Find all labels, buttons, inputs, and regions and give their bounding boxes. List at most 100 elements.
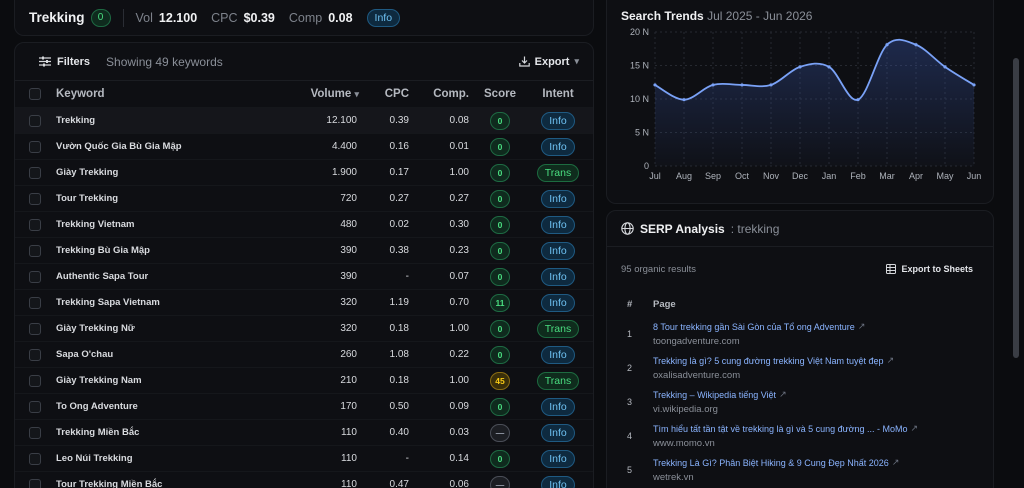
cell-keyword[interactable]: Tour Trekking: [56, 193, 119, 204]
score-badge: 0: [490, 189, 510, 208]
y-tick-label: 15 N: [630, 61, 649, 71]
row-checkbox[interactable]: [29, 140, 41, 153]
serp-result-row: 4 Tìm hiểu tất tần tật về trekking là gì …: [607, 419, 993, 453]
serp-result-link[interactable]: Trekking Là Gì? Phân Biệt Hiking & 9 Cun…: [653, 457, 993, 468]
cell-keyword[interactable]: Tour Trekking Miền Bắc: [56, 479, 163, 488]
row-checkbox[interactable]: [29, 218, 41, 231]
row-checkbox[interactable]: [29, 270, 41, 283]
col-volume-label: Volume: [310, 88, 352, 100]
cell-keyword[interactable]: Giày Trekking Nam: [56, 375, 142, 386]
row-checkbox[interactable]: [29, 426, 41, 439]
cell-volume: 170: [340, 401, 357, 412]
table-row[interactable]: Authentic Sapa Tour 390 - 0.07 0 Info: [15, 263, 593, 289]
serp-result-domain: oxalisadventure.com: [653, 370, 741, 381]
cell-keyword[interactable]: Trekking Vietnam: [56, 219, 135, 230]
table-row[interactable]: Trekking Sapa Vietnam 320 1.19 0.70 11 Info: [15, 289, 593, 315]
col-keyword-header[interactable]: Keyword: [56, 88, 105, 100]
table-row[interactable]: Trekking Bù Gia Mập 390 0.38 0.23 0 Info: [15, 237, 593, 263]
intent-badge: Info: [541, 215, 575, 234]
col-score-header[interactable]: Score: [484, 88, 516, 100]
row-checkbox[interactable]: [29, 374, 41, 387]
score-badge: 0: [490, 137, 510, 156]
cell-cpc: 1.19: [389, 297, 409, 308]
table-row[interactable]: Tour Trekking 720 0.27 0.27 0 Info: [15, 185, 593, 211]
y-tick-label: 10 N: [630, 94, 649, 104]
cell-keyword[interactable]: Trekking Miền Bắc: [56, 427, 140, 438]
table-row[interactable]: To Ong Adventure 170 0.50 0.09 0 Info: [15, 393, 593, 419]
export-to-sheets-button[interactable]: Export to Sheets: [886, 264, 973, 274]
intent-badge: Trans: [536, 371, 580, 390]
intent-badge: Info: [541, 241, 575, 260]
serp-result-link[interactable]: 8 Tour trekking gần Sài Gòn của Tổ ong A…: [653, 321, 993, 332]
cell-cpc: 0.18: [389, 375, 409, 386]
col-comp-header[interactable]: Comp.: [433, 88, 469, 100]
table-row[interactable]: Tour Trekking Miền Bắc 110 0.47 0.06 — Info: [15, 471, 593, 488]
row-checkbox[interactable]: [29, 192, 41, 205]
row-checkbox[interactable]: [29, 478, 41, 488]
row-checkbox[interactable]: [29, 322, 41, 335]
trends-range: Jul 2025 - Jun 2026: [707, 9, 813, 23]
cell-keyword[interactable]: Trekking Bù Gia Mập: [56, 245, 150, 256]
download-icon: [518, 56, 530, 67]
cell-comp: 0.30: [449, 219, 469, 230]
intent-badge: Trans: [536, 163, 580, 182]
row-checkbox[interactable]: [29, 114, 41, 127]
table-row[interactable]: Sapa O'chau 260 1.08 0.22 0 Info: [15, 341, 593, 367]
search-trends-panel: Search Trends Jul 2025 - Jun 2026 0 5 N 10…: [606, 0, 994, 204]
row-checkbox[interactable]: [29, 452, 41, 465]
table-row[interactable]: Giày Trekking Nữ 320 0.18 1.00 0 Trans: [15, 315, 593, 341]
cell-keyword[interactable]: Giày Trekking: [56, 167, 119, 178]
serp-result-link[interactable]: Trekking – Wikipedia tiếng Việt ↗: [653, 389, 993, 400]
table-body: Trekking 12.100 0.39 0.08 0 Info Vườn Quốc Gia…: [15, 107, 593, 488]
serp-result-row: 3 Trekking – Wikipedia tiếng Việt ↗ vi.wiki…: [607, 385, 993, 419]
cell-keyword[interactable]: Leo Núi Trekking: [56, 453, 133, 464]
cell-comp: 0.08: [449, 115, 469, 126]
export-button[interactable]: Export ▾: [518, 56, 579, 68]
filters-button[interactable]: Filters: [39, 56, 90, 68]
cell-keyword[interactable]: Authentic Sapa Tour: [56, 271, 149, 282]
page-scrollbar[interactable]: [1013, 58, 1019, 358]
serp-result-title: Trekking – Wikipedia tiếng Việt: [653, 389, 777, 400]
cell-comp: 1.00: [449, 323, 469, 334]
table-row[interactable]: Trekking Vietnam 480 0.02 0.30 0 Info: [15, 211, 593, 237]
cell-keyword[interactable]: Trekking: [56, 115, 96, 126]
table-row[interactable]: Giày Trekking 1.900 0.17 1.00 0 Trans: [15, 159, 593, 185]
row-checkbox[interactable]: [29, 348, 41, 361]
col-intent-header[interactable]: Intent: [542, 88, 574, 100]
cell-keyword[interactable]: Giày Trekking Nữ: [56, 323, 135, 334]
x-tick-label: Oct: [735, 171, 750, 181]
row-checkbox[interactable]: [29, 166, 41, 179]
cell-keyword[interactable]: To Ong Adventure: [56, 401, 138, 412]
cell-keyword[interactable]: Vườn Quốc Gia Bù Gia Mập: [56, 141, 182, 152]
cell-keyword[interactable]: Trekking Sapa Vietnam: [56, 297, 160, 308]
table-row[interactable]: Leo Núi Trekking 110 - 0.14 0 Info: [15, 445, 593, 471]
keyword-table-panel: Filters Showing 49 keywords Export ▾ Key…: [14, 42, 594, 488]
cell-volume: 12.100: [326, 115, 357, 126]
serp-result-title: 8 Tour trekking gần Sài Gòn của Tổ ong A…: [653, 321, 855, 332]
cell-comp: 0.01: [449, 141, 469, 152]
table-row[interactable]: Vườn Quốc Gia Bù Gia Mập 4.400 0.16 0.01 0 In…: [15, 133, 593, 159]
table-row[interactable]: Trekking 12.100 0.39 0.08 0 Info: [15, 107, 593, 133]
col-cpc-header[interactable]: CPC: [384, 88, 409, 100]
serp-result-link[interactable]: Tìm hiểu tất tần tật về trekking là gì v…: [653, 423, 993, 434]
summary-comp-value: 0.08: [328, 10, 353, 25]
intent-badge: Info: [541, 449, 575, 468]
x-tick-label: Nov: [763, 171, 780, 181]
serp-result-link[interactable]: Trekking là gì? 5 cung đường trekking Vi…: [653, 355, 993, 366]
x-tick-label: Aug: [676, 171, 692, 181]
table-row[interactable]: Giày Trekking Nam 210 0.18 1.00 45 Trans: [15, 367, 593, 393]
row-checkbox[interactable]: [29, 244, 41, 257]
score-badge: 0: [490, 267, 510, 286]
trend-point: [711, 83, 715, 87]
select-all-checkbox[interactable]: [29, 88, 41, 100]
col-volume-header[interactable]: Volume ▾: [271, 88, 359, 100]
cell-volume: 390: [340, 245, 357, 256]
cell-comp: 0.03: [449, 427, 469, 438]
row-checkbox[interactable]: [29, 400, 41, 413]
row-checkbox[interactable]: [29, 296, 41, 309]
cell-keyword[interactable]: Sapa O'chau: [56, 349, 114, 360]
serp-col-page: Page: [653, 298, 676, 310]
table-row[interactable]: Trekking Miền Bắc 110 0.40 0.03 — Info: [15, 419, 593, 445]
y-tick-label: 0: [644, 161, 649, 171]
trend-point: [827, 65, 831, 69]
